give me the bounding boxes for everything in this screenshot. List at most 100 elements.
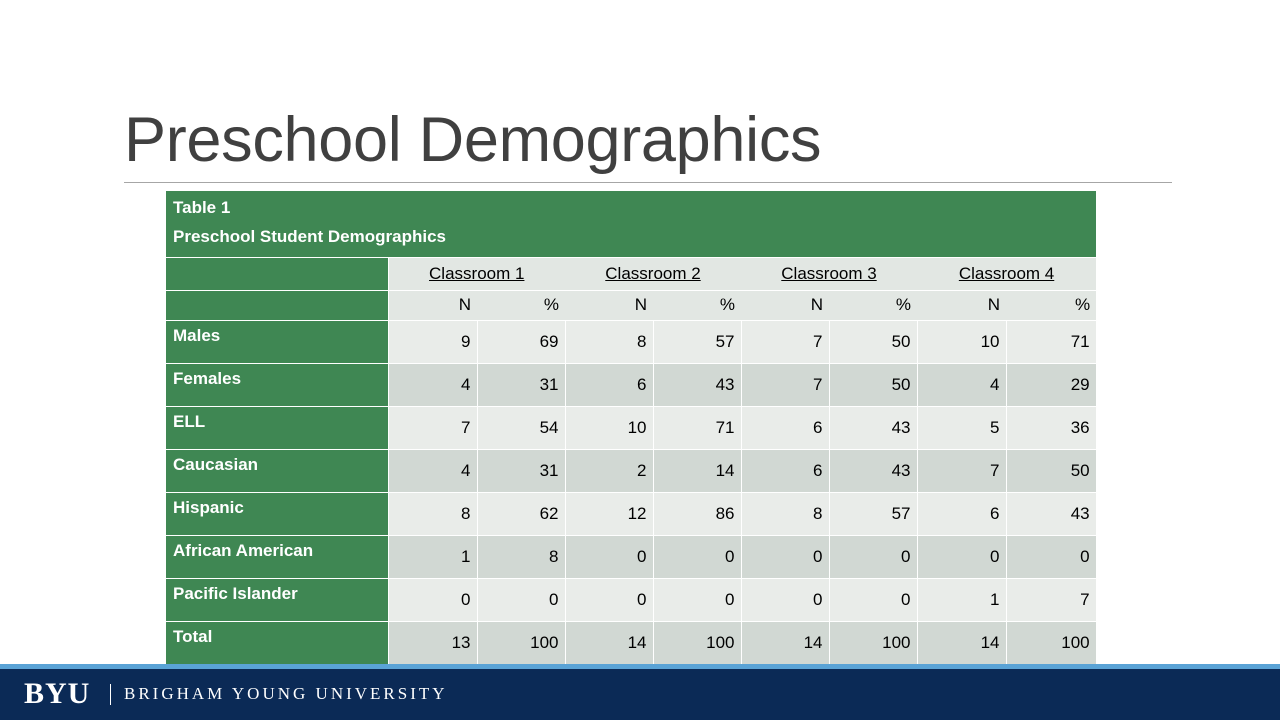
table-title: Preschool Student Demographics xyxy=(173,227,446,246)
table-cell: 12 xyxy=(565,492,654,536)
table-cell: 14 xyxy=(741,621,830,665)
footer-divider xyxy=(110,684,111,705)
table-cell: 69 xyxy=(477,320,566,364)
table-cell: 7 xyxy=(1006,578,1097,622)
subheader-cell: % xyxy=(653,290,741,321)
table-cell: 100 xyxy=(477,621,566,665)
subheader-cell: N xyxy=(917,290,1006,321)
table-cell: 2 xyxy=(565,449,654,493)
table-cell: 0 xyxy=(1006,535,1097,579)
table-cell: 71 xyxy=(1006,320,1097,364)
table-caption: Table 1 Preschool Student Demographics xyxy=(166,191,1097,258)
table-cell: 8 xyxy=(741,492,830,536)
row-label: Caucasian xyxy=(166,449,389,493)
table-row: Hispanic 8 62 12 86 8 57 6 43 xyxy=(166,492,1097,536)
table-cell: 6 xyxy=(741,449,830,493)
table-cell: 10 xyxy=(917,320,1007,364)
table-cell: 14 xyxy=(917,621,1007,665)
table-cell: 54 xyxy=(477,406,566,450)
table-cell: 0 xyxy=(829,578,918,622)
table-cell: 4 xyxy=(388,449,478,493)
classroom-header: Classroom 1 xyxy=(388,257,565,291)
footer-accent-stripe xyxy=(0,664,1280,669)
table-row: Males 9 69 8 57 7 50 10 71 xyxy=(166,320,1097,364)
row-label: ELL xyxy=(166,406,389,450)
table-cell: 4 xyxy=(917,363,1007,407)
table-cell: 6 xyxy=(565,363,654,407)
table-cell: 100 xyxy=(1006,621,1097,665)
table-cell: 6 xyxy=(741,406,830,450)
table-cell: 9 xyxy=(388,320,478,364)
table-cell: 71 xyxy=(653,406,742,450)
table-caption-row: Table 1 Preschool Student Demographics xyxy=(166,191,1097,258)
row-label: Hispanic xyxy=(166,492,389,536)
row-label: African American xyxy=(166,535,389,579)
table-cell: 7 xyxy=(388,406,478,450)
subheader-stub xyxy=(166,290,389,321)
subheader-cell: % xyxy=(829,290,917,321)
table-cell: 43 xyxy=(829,449,918,493)
table-cell: 86 xyxy=(653,492,742,536)
subheader-cell: N xyxy=(565,290,653,321)
table-cell: 13 xyxy=(388,621,478,665)
table-cell: 0 xyxy=(477,578,566,622)
table-cell: 14 xyxy=(565,621,654,665)
table-cell: 0 xyxy=(653,578,742,622)
subheader-cell: N xyxy=(388,290,477,321)
table-cell: 4 xyxy=(388,363,478,407)
table-row: Pacific Islander 0 0 0 0 0 0 1 7 xyxy=(166,578,1097,622)
row-label: Total xyxy=(166,621,389,665)
classroom-header: Classroom 4 xyxy=(917,257,1097,291)
table-cell: 0 xyxy=(917,535,1007,579)
subheader-cell: % xyxy=(477,290,565,321)
table-cell: 100 xyxy=(653,621,742,665)
table-cell: 43 xyxy=(1006,492,1097,536)
table-cell: 0 xyxy=(565,535,654,579)
table-cell: 50 xyxy=(829,363,918,407)
table-cell: 10 xyxy=(565,406,654,450)
byu-logo: BYU xyxy=(24,677,91,710)
table-cell: 5 xyxy=(917,406,1007,450)
table-cell: 0 xyxy=(741,535,830,579)
classroom-header: Classroom 3 xyxy=(741,257,917,291)
title-divider xyxy=(124,182,1172,183)
table-cell: 1 xyxy=(917,578,1007,622)
table-cell: 0 xyxy=(741,578,830,622)
table-cell: 0 xyxy=(565,578,654,622)
table-cell: 43 xyxy=(829,406,918,450)
subheader-row: N % N % N % N % xyxy=(166,290,1097,321)
table-cell: 7 xyxy=(917,449,1007,493)
demographics-table: Table 1 Preschool Student Demographics C… xyxy=(166,191,1097,665)
table-cell: 43 xyxy=(653,363,742,407)
row-label: Females xyxy=(166,363,389,407)
table-cell: 29 xyxy=(1006,363,1097,407)
table-row: African American 1 8 0 0 0 0 0 0 xyxy=(166,535,1097,579)
table-cell: 0 xyxy=(388,578,478,622)
subheader-cell: % xyxy=(1006,290,1097,321)
table-cell: 62 xyxy=(477,492,566,536)
classroom-header: Classroom 2 xyxy=(565,257,741,291)
table-row: Total 13 100 14 100 14 100 14 100 xyxy=(166,621,1097,665)
table-cell: 0 xyxy=(653,535,742,579)
table-cell: 14 xyxy=(653,449,742,493)
row-label: Males xyxy=(166,320,389,364)
table-cell: 0 xyxy=(829,535,918,579)
table-cell: 8 xyxy=(477,535,566,579)
university-name: BRIGHAM YOUNG UNIVERSITY xyxy=(124,684,448,703)
table-cell: 8 xyxy=(388,492,478,536)
table-cell: 57 xyxy=(829,492,918,536)
table-cell: 57 xyxy=(653,320,742,364)
table-cell: 8 xyxy=(565,320,654,364)
subheader-cell: N xyxy=(741,290,829,321)
table-cell: 50 xyxy=(1006,449,1097,493)
table-cell: 100 xyxy=(829,621,918,665)
table-cell: 1 xyxy=(388,535,478,579)
table-number: Table 1 xyxy=(173,198,231,217)
header-stub xyxy=(166,257,389,291)
table-cell: 50 xyxy=(829,320,918,364)
table-cell: 6 xyxy=(917,492,1007,536)
table-row: Females 4 31 6 43 7 50 4 29 xyxy=(166,363,1097,407)
table-row: ELL 7 54 10 71 6 43 5 36 xyxy=(166,406,1097,450)
table-row: Caucasian 4 31 2 14 6 43 7 50 xyxy=(166,449,1097,493)
